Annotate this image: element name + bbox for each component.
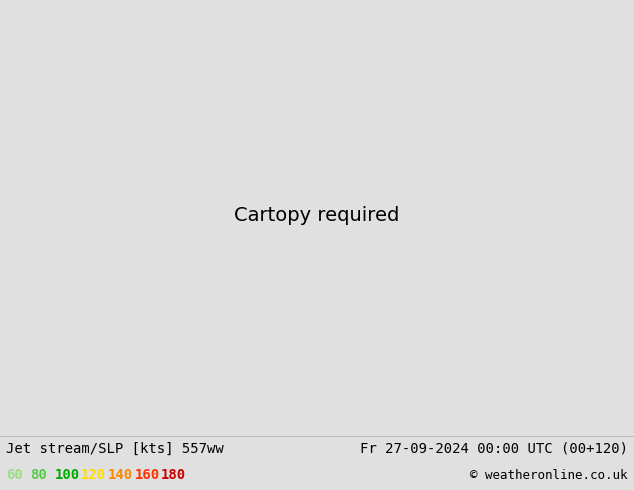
Text: 160: 160 xyxy=(134,468,160,482)
Text: 120: 120 xyxy=(81,468,107,482)
Text: Fr 27-09-2024 00:00 UTC (00+120): Fr 27-09-2024 00:00 UTC (00+120) xyxy=(359,442,628,456)
Text: 140: 140 xyxy=(108,468,133,482)
Text: © weatheronline.co.uk: © weatheronline.co.uk xyxy=(470,469,628,482)
Text: 60: 60 xyxy=(6,468,23,482)
Text: 100: 100 xyxy=(55,468,80,482)
Text: Jet stream/SLP [kts] 557ww: Jet stream/SLP [kts] 557ww xyxy=(6,442,224,456)
Text: Cartopy required: Cartopy required xyxy=(235,206,399,225)
Text: 80: 80 xyxy=(30,468,47,482)
Text: 180: 180 xyxy=(161,468,186,482)
